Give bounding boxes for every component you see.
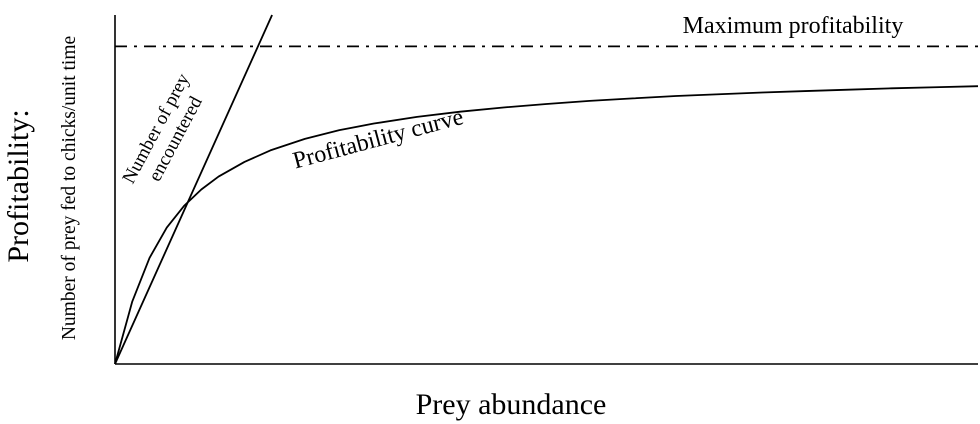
- annotation-maximum-profitability: Maximum profitability: [683, 13, 904, 39]
- series-prey-encountered: [114, 14, 273, 365]
- axes: [114, 15, 978, 365]
- y-axis-subtitle: Number of prey fed to chicks/unit time: [59, 36, 80, 340]
- series-profitability-curve: [114, 85, 979, 365]
- x-axis-title: Prey abundance: [416, 388, 607, 421]
- y-axis-title: Profitability:: [2, 109, 35, 262]
- annotation-profitability-curve: Profitability curve: [290, 104, 466, 174]
- series-layer: [114, 14, 979, 365]
